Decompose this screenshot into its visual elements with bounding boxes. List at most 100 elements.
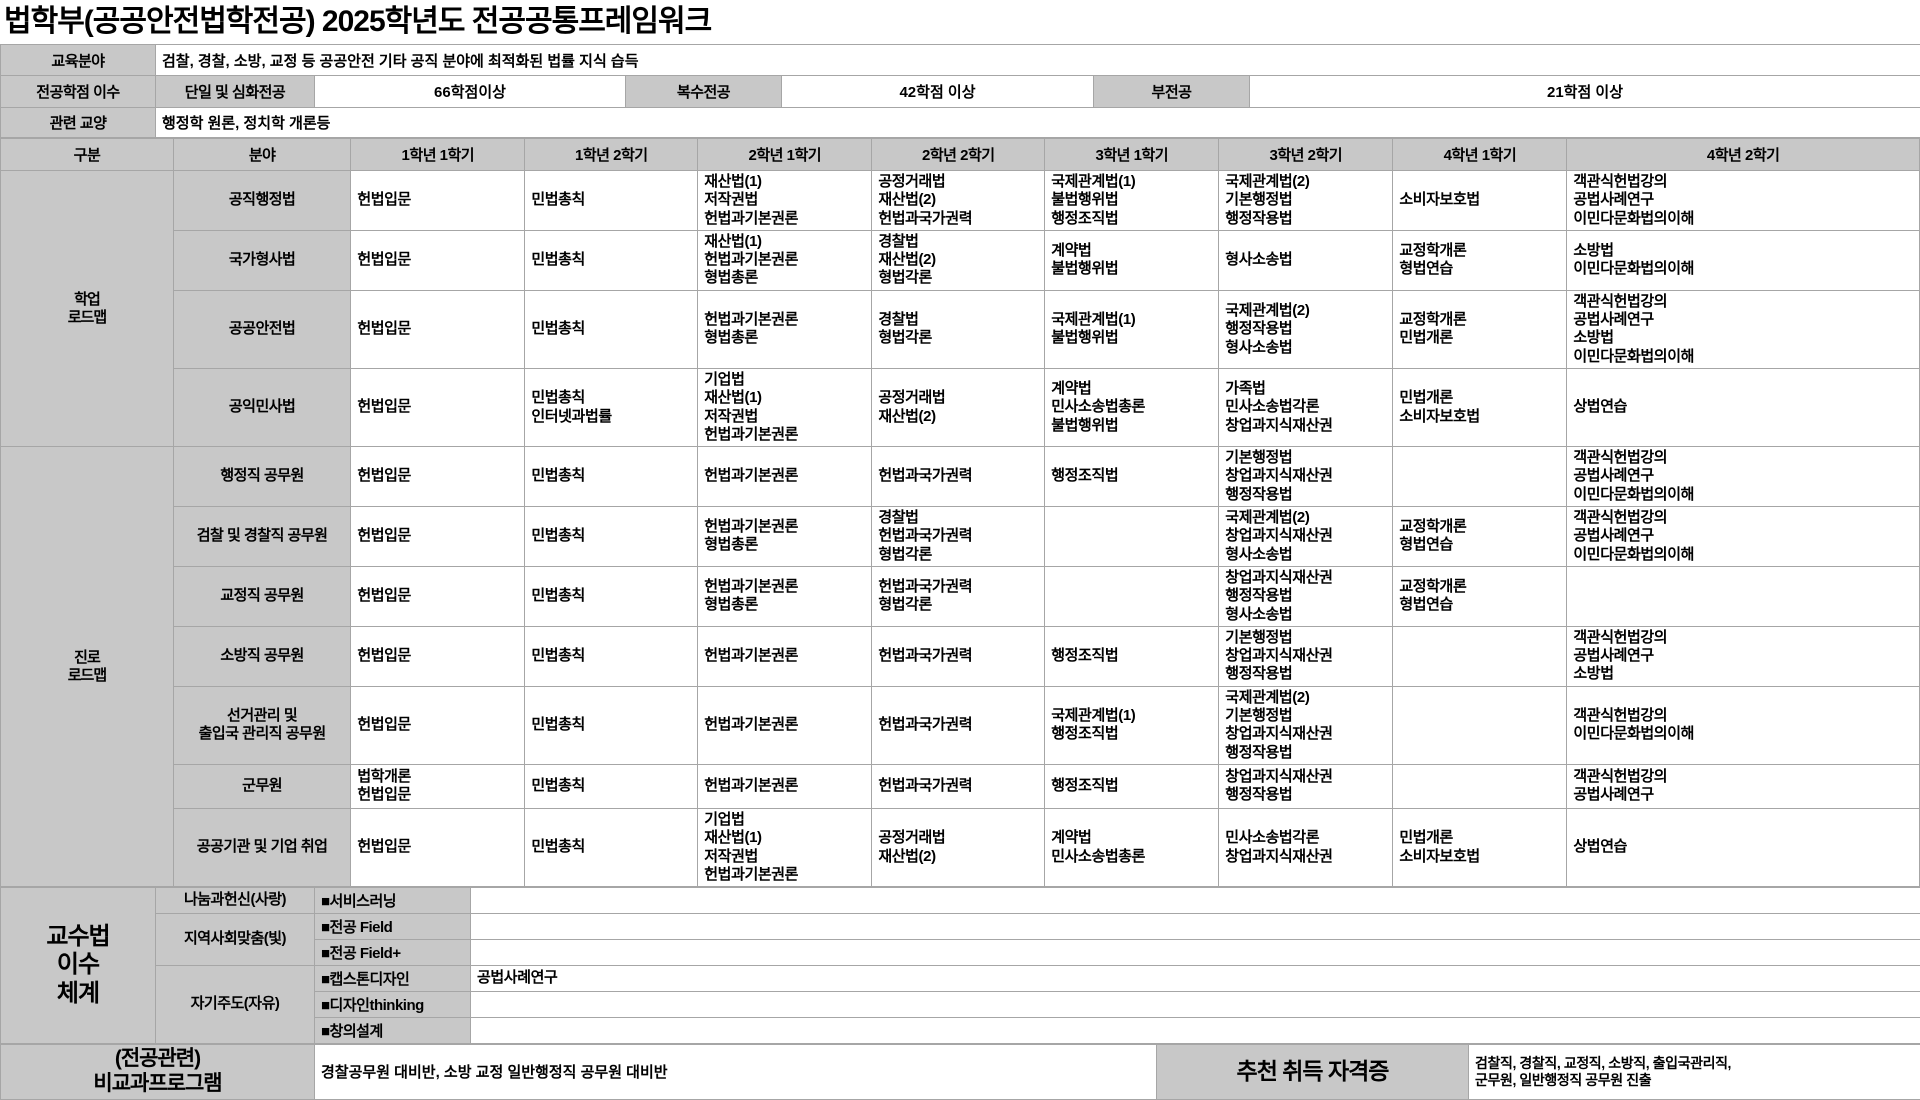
course-cell: 민법개론 소비자보호법 — [1393, 808, 1567, 886]
course-cell: 재산법(1) 저작권법 헌법과기본권론 — [698, 171, 872, 231]
division-header: 구분 — [1, 139, 174, 171]
teaching-method-courses — [471, 1018, 1920, 1044]
course-cell: 객관식헌법강의 공법사례연구 이민다문화법의이해 — [1567, 447, 1920, 507]
course-cell: 기본행정법 창업과지식재산권 행정작용법 — [1219, 447, 1393, 507]
table-row: 학업 로드맵 공직행정법 헌법입문 민법총칙 재산법(1) 저작권법 헌법과기본… — [1, 171, 1920, 231]
teaching-method-courses — [471, 992, 1920, 1018]
teaching-method-label: ■디자인thinking — [315, 992, 471, 1018]
course-cell: 상법연습 — [1567, 808, 1920, 886]
page-title: 법학부(공공안전법학전공) 2025학년도 전공공통프레임워크 — [0, 0, 1920, 44]
course-cell: 기업법 재산법(1) 저작권법 헌법과기본권론 — [698, 808, 872, 886]
course-cell: 객관식헌법강의 공법사례연구 이민다문화법의이해 — [1567, 507, 1920, 567]
course-cell — [1393, 764, 1567, 808]
course-cell: 객관식헌법강의 공법사례연구 이민다문화법의이해 — [1567, 171, 1920, 231]
education-field-value: 검찰, 경찰, 소방, 교정 등 공공안전 기타 공직 분야에 최적화된 법률 … — [156, 45, 1920, 76]
course-cell: 민법총칙 인터넷과법률 — [525, 368, 698, 446]
education-field-label: 교육분야 — [1, 45, 156, 76]
semester-header-y4s2: 4학년 2학기 — [1567, 139, 1920, 171]
course-cell: 헌법과국가권력 — [872, 626, 1045, 686]
teaching-method-label: ■전공 Field — [315, 914, 471, 940]
course-cell: 경찰법 헌법과국가권력 형법각론 — [872, 507, 1045, 567]
education-field-row: 교육분야 검찰, 경찰, 소방, 교정 등 공공안전 기타 공직 분야에 최적화… — [1, 45, 1920, 76]
course-cell: 객관식헌법강의 공법사례연구 소방법 이민다문화법의이해 — [1567, 290, 1920, 368]
course-cell: 헌법입문 — [351, 447, 525, 507]
certification-label: 추천 취득 자격증 — [1157, 1045, 1469, 1100]
course-cell: 국제관계법(2) 창업과지식재산권 형사소송법 — [1219, 507, 1393, 567]
course-cell: 국제관계법(1) 행정조직법 — [1045, 686, 1219, 764]
semester-header-y2s1: 2학년 1학기 — [698, 139, 872, 171]
course-cell: 민법총칙 — [525, 764, 698, 808]
teaching-method-label: ■창의설계 — [315, 1018, 471, 1044]
course-cell: 교정학개론 민법개론 — [1393, 290, 1567, 368]
table-row: 소방직 공무원 헌법입문 민법총칙 헌법과기본권론 헌법과국가권력 행정조직법 … — [1, 626, 1920, 686]
extracurricular-label: (전공관련) 비교과프로그램 — [1, 1045, 315, 1100]
course-cell: 교정학개론 형법연습 — [1393, 566, 1567, 626]
course-cell: 객관식헌법강의 이민다문화법의이해 — [1567, 686, 1920, 764]
course-cell: 국제관계법(1) 불법행위법 행정조직법 — [1045, 171, 1219, 231]
course-cell: 형사소송법 — [1219, 230, 1393, 290]
major-credits-row: 전공학점 이수 단일 및 심화전공 66학점이상 복수전공 42학점 이상 부전… — [1, 76, 1920, 108]
course-cell: 헌법과기본권론 형법총론 — [698, 566, 872, 626]
course-cell: 민법총칙 — [525, 290, 698, 368]
program-info-table: 교육분야 검찰, 경찰, 소방, 교정 등 공공안전 기타 공직 분야에 최적화… — [0, 44, 1920, 138]
course-cell — [1045, 507, 1219, 567]
credit-value-single: 66학점이상 — [315, 76, 626, 108]
area-label: 공공기관 및 기업 취업 — [173, 808, 350, 886]
table-row: 검찰 및 경찰직 공무원 헌법입문 민법총칙 헌법과기본권론 형법총론 경찰법 … — [1, 507, 1920, 567]
teaching-method-courses — [471, 940, 1920, 966]
course-cell: 헌법입문 — [351, 171, 525, 231]
section-label-academic-roadmap: 학업 로드맵 — [1, 171, 174, 447]
area-label: 공직행정법 — [173, 171, 350, 231]
table-row: (전공관련) 비교과프로그램 경찰공무원 대비반, 소방 교정 일반행정직 공무… — [1, 1045, 1920, 1100]
course-cell: 소방법 이민다문화법의이해 — [1567, 230, 1920, 290]
course-cell: 헌법입문 — [351, 290, 525, 368]
roadmap-header-row: 구분 분야 1학년 1학기 1학년 2학기 2학년 1학기 2학년 2학기 3학… — [1, 139, 1920, 171]
course-cell: 공정거래법 재산법(2) — [872, 368, 1045, 446]
course-cell: 헌법과기본권론 형법총론 — [698, 290, 872, 368]
section-label-teaching-method: 교수법 이수 체계 — [1, 888, 156, 1044]
course-cell: 행정조직법 — [1045, 447, 1219, 507]
course-cell: 경찰법 재산법(2) 형법각론 — [872, 230, 1045, 290]
area-label: 국가형사법 — [173, 230, 350, 290]
teaching-group-label: 나눔과헌신(사랑) — [156, 888, 315, 914]
course-cell: 국제관계법(1) 불법행위법 — [1045, 290, 1219, 368]
course-cell — [1567, 566, 1920, 626]
course-cell — [1393, 447, 1567, 507]
course-cell: 객관식헌법강의 공법사례연구 — [1567, 764, 1920, 808]
course-cell — [1393, 626, 1567, 686]
course-cell: 국제관계법(2) 행정작용법 형사소송법 — [1219, 290, 1393, 368]
roadmap-table: 구분 분야 1학년 1학기 1학년 2학기 2학년 1학기 2학년 2학기 3학… — [0, 138, 1920, 887]
course-cell: 헌법과기본권론 — [698, 764, 872, 808]
teaching-group-label: 지역사회맞춤(빛) — [156, 914, 315, 966]
table-row: 교정직 공무원 헌법입문 민법총칙 헌법과기본권론 형법총론 헌법과국가권력 형… — [1, 566, 1920, 626]
area-label: 검찰 및 경찰직 공무원 — [173, 507, 350, 567]
course-cell: 헌법입문 — [351, 507, 525, 567]
course-cell: 헌법과국가권력 형법각론 — [872, 566, 1045, 626]
table-row: 자기주도(자유) ■캡스톤디자인 공법사례연구 — [1, 966, 1920, 992]
teaching-method-table: 교수법 이수 체계 나눔과헌신(사랑) ■서비스러닝 지역사회맞춤(빛) ■전공… — [0, 887, 1920, 1044]
teaching-group-label: 자기주도(자유) — [156, 966, 315, 1044]
credit-type-double: 복수전공 — [626, 76, 782, 108]
major-credits-label: 전공학점 이수 — [1, 76, 156, 108]
teaching-method-label: ■서비스러닝 — [315, 888, 471, 914]
course-cell: 경찰법 형법각론 — [872, 290, 1045, 368]
course-cell: 헌법입문 — [351, 230, 525, 290]
course-cell: 객관식헌법강의 공법사례연구 소방법 — [1567, 626, 1920, 686]
table-row: 지역사회맞춤(빛) ■전공 Field — [1, 914, 1920, 940]
liberal-arts-label: 관련 교양 — [1, 108, 156, 138]
course-cell: 헌법입문 — [351, 808, 525, 886]
course-cell: 행정조직법 — [1045, 626, 1219, 686]
table-row: 공공기관 및 기업 취업 헌법입문 민법총칙 기업법 재산법(1) 저작권법 헌… — [1, 808, 1920, 886]
table-row: 군무원 법학개론 헌법입문 민법총칙 헌법과기본권론 헌법과국가권력 행정조직법… — [1, 764, 1920, 808]
teaching-method-label: ■전공 Field+ — [315, 940, 471, 966]
course-cell: 가족법 민사소송법각론 창업과지식재산권 — [1219, 368, 1393, 446]
credit-value-minor: 21학점 이상 — [1250, 76, 1920, 108]
course-cell: 법학개론 헌법입문 — [351, 764, 525, 808]
extracurricular-value: 경찰공무원 대비반, 소방 교정 일반행정직 공무원 대비반 — [315, 1045, 1157, 1100]
semester-header-y4s1: 4학년 1학기 — [1393, 139, 1567, 171]
teaching-method-courses — [471, 888, 1920, 914]
course-cell: 민법총칙 — [525, 566, 698, 626]
course-cell: 기본행정법 창업과지식재산권 행정작용법 — [1219, 626, 1393, 686]
course-cell: 국제관계법(2) 기본행정법 행정작용법 — [1219, 171, 1393, 231]
